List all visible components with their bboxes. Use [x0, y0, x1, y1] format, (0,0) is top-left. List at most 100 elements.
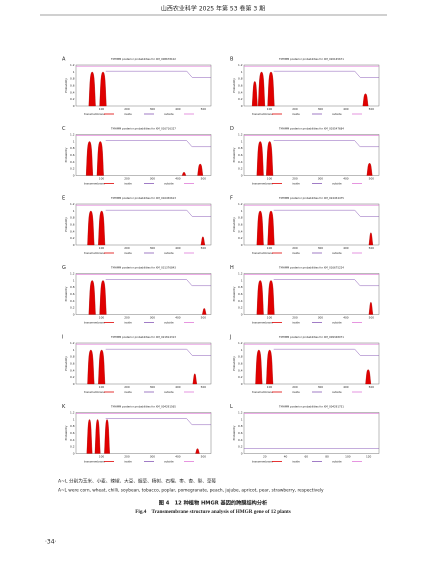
- y-tick-label: 0: [73, 313, 75, 317]
- x-tick-label: 100: [99, 246, 105, 250]
- x-tick-label: 100: [99, 107, 105, 111]
- inside-line: [105, 279, 211, 287]
- transmembrane-peak: [366, 163, 373, 176]
- y-tick-label: 0.8: [238, 424, 243, 428]
- transmembrane-peak: [192, 373, 198, 385]
- inside-line: [105, 70, 211, 78]
- transmembrane-peak: [197, 163, 204, 176]
- y-tick-label: 1.2: [238, 133, 243, 137]
- plot-panel: C TMHMM posterior probabilities for XM_01…: [62, 126, 212, 186]
- inside-line: [273, 348, 379, 356]
- inside-line: [273, 140, 379, 148]
- plot-panel: E TMHMM posterior probabilities for XM_01…: [62, 196, 212, 255]
- inside-line: [273, 70, 379, 78]
- transmembrane-peak: [181, 172, 187, 176]
- y-tick-label: 0: [73, 174, 75, 178]
- panel-title: TMHMM posterior probabilities for XM_004…: [111, 405, 176, 409]
- legend-label: transmembrane: [252, 321, 273, 325]
- x-tick-label: 300: [150, 177, 156, 181]
- plot-panel: H TMHMM posterior probabilities for XM_01…: [230, 265, 380, 325]
- y-tick-label: 0.4: [238, 368, 243, 372]
- legend-label: inside: [292, 182, 300, 186]
- panel-label: D: [230, 126, 234, 132]
- x-tick-label: 100: [267, 385, 273, 389]
- x-tick-label: 300: [150, 455, 156, 459]
- caption-note-en: A~L were corn, wheat, chilli, soybean, t…: [58, 488, 324, 494]
- panel-label: A: [62, 57, 66, 63]
- x-tick-label: 500: [201, 177, 207, 181]
- y-tick-label: 1: [241, 417, 243, 421]
- y-tick-label: 0: [241, 313, 243, 317]
- figure-title-en: Fig.4 Transmembrane structure analysis o…: [135, 509, 291, 515]
- y-tick-label: 0.6: [70, 153, 75, 157]
- plot-panel: B TMHMM posterior probabilities for XM_02…: [230, 57, 380, 116]
- legend-label: inside: [124, 112, 132, 116]
- plot-frame: [243, 64, 380, 107]
- plot-panel: G TMHMM posterior probabilities for XM_03…: [62, 265, 212, 325]
- y-tick-label: 1.2: [70, 63, 75, 67]
- panel-label: B: [230, 57, 234, 63]
- y-tick-label: 0.8: [70, 146, 75, 150]
- legend-label: inside: [124, 390, 132, 394]
- y-tick-label: 0.2: [70, 97, 75, 101]
- y-axis-label: Probability: [232, 425, 236, 440]
- legend-label: inside: [124, 460, 132, 464]
- y-tick-label: 0: [241, 452, 243, 456]
- caption-note-cn: A~L 分别为玉米、小麦、辣椒、大豆、烟草、杨树、石榴、枣、杏、梨、草莓: [58, 478, 216, 485]
- y-tick-label: 0.6: [70, 431, 75, 435]
- legend-label: outside: [332, 112, 342, 116]
- plot-panel: A TMHMM posterior probabilities for XM_00…: [62, 57, 212, 116]
- legend-label: transmembrane: [252, 390, 273, 394]
- y-tick-label: 0.8: [70, 77, 75, 81]
- x-tick-label: 100: [267, 107, 273, 111]
- legend-label: transmembrane: [84, 321, 105, 325]
- y-tick-label: 1: [73, 417, 75, 421]
- x-tick-label: 300: [150, 107, 156, 111]
- y-axis-label: Probability: [232, 147, 236, 162]
- legend-label: outside: [332, 182, 342, 186]
- transmembrane-peak: [266, 349, 274, 385]
- y-tick-label: 0: [241, 382, 243, 386]
- x-tick-label: 200: [124, 316, 130, 320]
- x-tick-label: 500: [201, 385, 207, 389]
- y-tick-label: 0.4: [70, 229, 75, 233]
- x-tick-label: 400: [343, 316, 349, 320]
- plot-panel: D TMHMM posterior probabilities for XM_00…: [230, 126, 380, 186]
- y-tick-label: 0.2: [238, 97, 243, 101]
- transmembrane-peak: [266, 141, 274, 176]
- legend-label: inside: [292, 460, 300, 464]
- y-tick-label: 0.2: [70, 236, 75, 240]
- x-tick-label: 400: [175, 385, 181, 389]
- y-tick-label: 0.4: [70, 299, 75, 303]
- y-tick-label: 0.4: [70, 368, 75, 372]
- transmembrane-peak: [200, 236, 206, 246]
- y-tick-label: 0.8: [238, 77, 243, 81]
- x-tick-label: 400: [175, 246, 181, 250]
- x-tick-label: 200: [124, 385, 130, 389]
- running-header: 山西农业科学 2025 年第 53 卷第 3 期: [161, 5, 265, 13]
- transmembrane-peak: [98, 210, 106, 246]
- y-tick-label: 0: [73, 452, 75, 456]
- panel-title: TMHMM posterior probabilities for XM_008…: [111, 57, 176, 61]
- y-tick-label: 0.2: [238, 306, 243, 310]
- y-tick-label: 0.4: [238, 90, 243, 94]
- panel-title: TMHMM posterior probabilities for XM_016…: [111, 127, 176, 131]
- plot-panel: J TMHMM posterior probabilities for XM_00…: [229, 335, 380, 394]
- page-number: ·34·: [45, 539, 57, 546]
- y-tick-label: 0: [241, 104, 243, 108]
- y-tick-label: 0.4: [70, 90, 75, 94]
- transmembrane-peak: [256, 141, 264, 176]
- y-tick-label: 0.6: [238, 292, 243, 296]
- x-tick-label: 300: [318, 177, 324, 181]
- legend-label: outside: [164, 182, 174, 186]
- y-axis-label: Probability: [232, 356, 236, 371]
- inside-line: [105, 418, 211, 426]
- x-tick-label: 100: [99, 455, 105, 459]
- legend-label: outside: [164, 251, 174, 255]
- x-tick-label: 400: [175, 177, 181, 181]
- transmembrane-peak: [202, 308, 207, 315]
- panel-label: C: [62, 126, 66, 132]
- transmembrane-peak: [86, 419, 93, 454]
- x-tick-label: 400: [343, 385, 349, 389]
- panel-title: TMHMM posterior probabilities for XM_024…: [279, 196, 344, 200]
